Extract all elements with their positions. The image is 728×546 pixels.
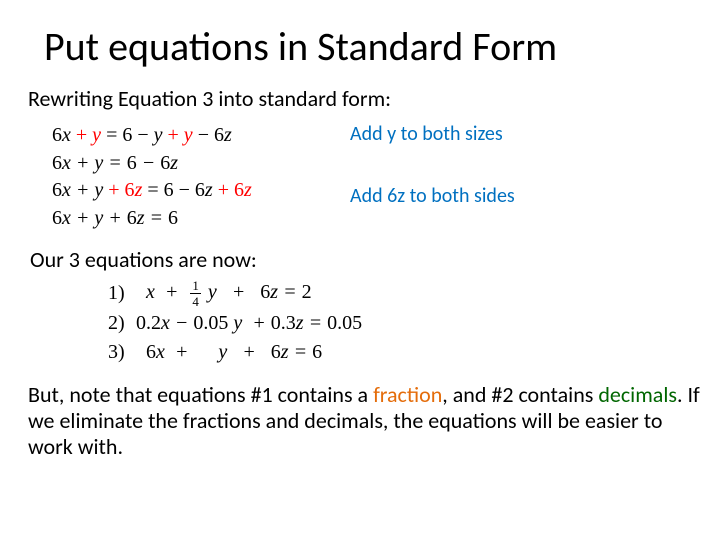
body-text-part: But, note that equations #1 contains a: [28, 381, 373, 408]
body-paragraph: But, note that equations #1 contains a f…: [28, 382, 700, 460]
equation-text: 0.2x − 0.05 y + 0.3z = 0.05: [136, 310, 362, 337]
list-marker: 3): [108, 339, 136, 366]
list-marker: 1): [108, 280, 136, 307]
equation-text: 6x + y + 6z = 6: [136, 339, 322, 366]
slide: Put equations in Standard Form Rewriting…: [0, 0, 728, 546]
equation-list: 1) x + 14 y + 6z = 2 2) 0.2x − 0.05 y + …: [108, 279, 700, 366]
equation-text: x + 14 y + 6z = 2: [136, 279, 312, 308]
slide-subtitle: Rewriting Equation 3 into standard form:: [28, 85, 700, 112]
annotation-add-y: Add y to both sizes: [350, 122, 503, 146]
equation-2: 2) 0.2x − 0.05 y + 0.3z = 0.05: [108, 310, 700, 337]
list-marker: 2): [108, 310, 136, 337]
equation-3: 3) 6x + y + 6z = 6: [108, 339, 700, 366]
subheading: Our 3 equations are now:: [30, 246, 700, 273]
step-line-4: 6x + y + 6z = 6: [52, 205, 700, 233]
slide-title: Put equations in Standard Form: [44, 22, 700, 71]
highlight-decimals: decimals: [598, 381, 677, 408]
body-text-part: , and #2 contains: [442, 381, 598, 408]
step-line-2: 6x + y = 6 − 6z: [52, 150, 700, 178]
annotation-add-6z: Add 6z to both sides: [350, 184, 515, 208]
highlight-fraction: fraction: [373, 381, 442, 408]
equation-steps: 6x + y = 6 − y + y − 6z 6x + y = 6 − 6z …: [52, 122, 700, 232]
equation-1: 1) x + 14 y + 6z = 2: [108, 279, 700, 308]
